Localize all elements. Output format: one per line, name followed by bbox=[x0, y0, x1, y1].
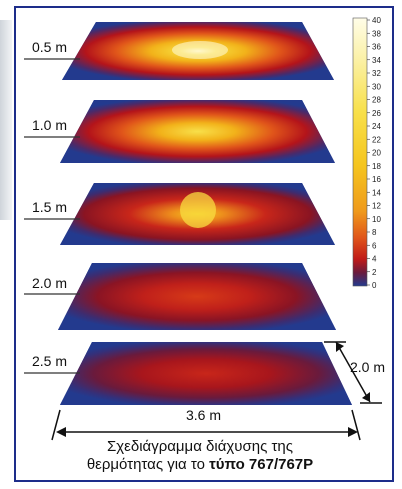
legend-tick-label: 20 bbox=[372, 149, 381, 158]
depth-dimension-arrow bbox=[324, 341, 382, 404]
caption-line-2-prefix: θερμότητας για το bbox=[86, 456, 210, 473]
depth-arrowhead-bottom bbox=[362, 392, 370, 402]
legend-tick-label: 14 bbox=[372, 188, 381, 197]
legend-tick-label: 32 bbox=[372, 69, 381, 78]
heat-layer-4 bbox=[58, 263, 336, 330]
width-arrowhead-left bbox=[56, 427, 66, 437]
heat-layer-3 bbox=[60, 183, 335, 245]
legend-tick-label: 6 bbox=[372, 241, 377, 250]
legend-tick-label: 24 bbox=[372, 122, 381, 131]
layer-label-1-5m: 1.5 m bbox=[32, 199, 67, 215]
layer-label-1-0m: 1.0 m bbox=[32, 117, 67, 133]
legend-tick-label: 0 bbox=[372, 281, 377, 290]
layer-label-lines bbox=[24, 58, 80, 374]
heat-layer-2 bbox=[60, 100, 335, 163]
caption-line-2: θερμότητας για το τύπο 767/767P bbox=[30, 456, 370, 474]
legend-tick-label: 10 bbox=[372, 215, 381, 224]
depth-label: 2.0 m bbox=[350, 359, 385, 375]
width-arrowhead-right bbox=[348, 427, 358, 437]
legend-tick-label: 40 bbox=[372, 16, 381, 25]
depth-arrowhead-top bbox=[336, 342, 344, 352]
figure-caption: Σχεδιάγραμμα διάχυσης της θερμότητας για… bbox=[30, 438, 370, 474]
legend-tick-label: 30 bbox=[372, 82, 381, 91]
heat-layer-1 bbox=[62, 22, 334, 80]
heat-layer-5 bbox=[60, 342, 352, 405]
layer-label-2-0m: 2.0 m bbox=[32, 275, 67, 291]
figure-border bbox=[14, 6, 394, 482]
legend-tick-label: 12 bbox=[372, 202, 381, 211]
layer-label-0-5m: 0.5 m bbox=[32, 39, 67, 55]
legend-tick-label: 2 bbox=[372, 268, 377, 277]
legend-tick-label: 4 bbox=[372, 255, 377, 264]
caption-model-name: τύπο 767/767P bbox=[209, 456, 314, 473]
legend-tick-label: 26 bbox=[372, 109, 381, 118]
legend-tick-label: 36 bbox=[372, 43, 381, 52]
legend-tick-label: 22 bbox=[372, 135, 381, 144]
page-edge-shadow bbox=[0, 20, 12, 220]
legend-tick-label: 34 bbox=[372, 56, 381, 65]
legend-tick-label: 16 bbox=[372, 175, 381, 184]
legend-tick-label: 28 bbox=[372, 96, 381, 105]
layer-label-2-5m: 2.5 m bbox=[32, 353, 67, 369]
legend-tick-label: 38 bbox=[372, 29, 381, 38]
width-dimension-arrow bbox=[51, 409, 361, 441]
caption-line-1: Σχεδιάγραμμα διάχυσης της bbox=[107, 438, 293, 455]
legend-tick-label: 18 bbox=[372, 162, 381, 171]
width-label: 3.6 m bbox=[186, 407, 221, 423]
legend-tick-label: 8 bbox=[372, 228, 377, 237]
